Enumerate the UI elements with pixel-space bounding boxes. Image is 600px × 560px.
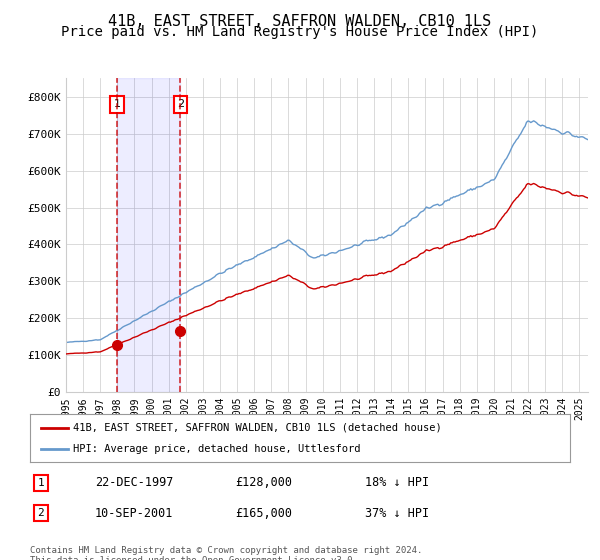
Text: 1: 1 (113, 99, 121, 109)
Text: 1: 1 (37, 478, 44, 488)
Text: 2: 2 (37, 508, 44, 518)
Bar (117, 78, 181, 392)
Text: Price paid vs. HM Land Registry's House Price Index (HPI): Price paid vs. HM Land Registry's House … (61, 25, 539, 39)
Text: HPI: Average price, detached house, Uttlesford: HPI: Average price, detached house, Uttl… (73, 444, 361, 454)
Text: 10-SEP-2001: 10-SEP-2001 (95, 507, 173, 520)
Text: 41B, EAST STREET, SAFFRON WALDEN, CB10 1LS (detached house): 41B, EAST STREET, SAFFRON WALDEN, CB10 1… (73, 423, 442, 433)
Text: 2: 2 (177, 99, 184, 109)
Text: Contains HM Land Registry data © Crown copyright and database right 2024.
This d: Contains HM Land Registry data © Crown c… (30, 546, 422, 560)
Text: 22-DEC-1997: 22-DEC-1997 (95, 477, 173, 489)
Text: 37% ↓ HPI: 37% ↓ HPI (365, 507, 429, 520)
Text: £128,000: £128,000 (235, 477, 292, 489)
Text: 41B, EAST STREET, SAFFRON WALDEN, CB10 1LS: 41B, EAST STREET, SAFFRON WALDEN, CB10 1… (109, 14, 491, 29)
Text: 18% ↓ HPI: 18% ↓ HPI (365, 477, 429, 489)
Text: £165,000: £165,000 (235, 507, 292, 520)
